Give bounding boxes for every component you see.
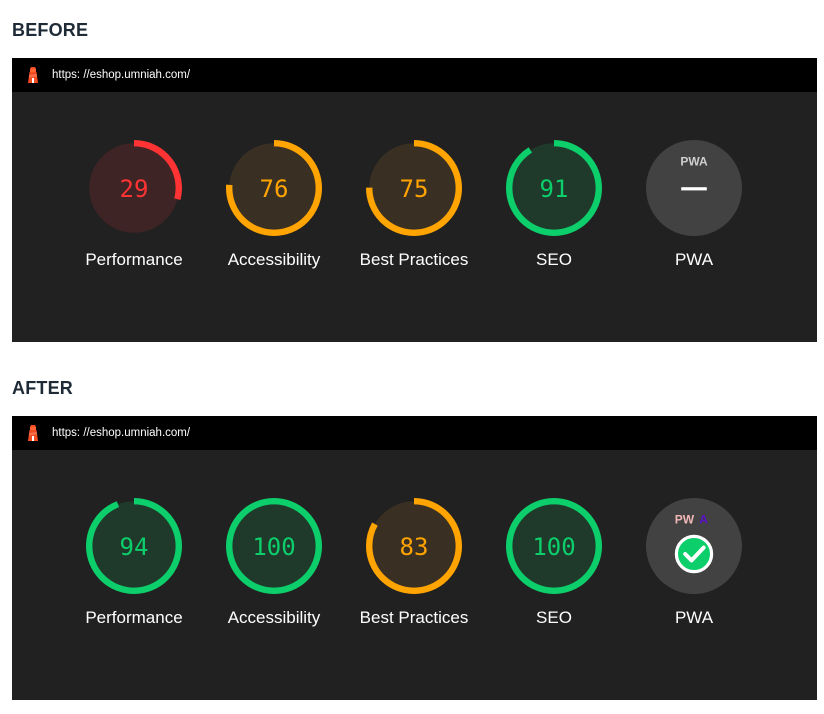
gauge-score: 29 (120, 175, 149, 203)
gauge-seo[interactable]: 100 SEO (484, 498, 624, 629)
gauge-pwa[interactable]: PWA PWA (624, 140, 764, 271)
report-url[interactable]: https: //eshop.umniah.com/ (52, 427, 191, 439)
gauge-icon: 75 (366, 140, 462, 236)
gauge-accessibility[interactable]: 100 Accessibility (204, 498, 344, 629)
gauge-label: Accessibility (227, 250, 321, 269)
gauge-row: 29 Performance 76 Accessibility 75 Best … (12, 92, 817, 342)
pwa-badge-icon: PWA (646, 140, 742, 236)
lighthouse-logo-icon (28, 425, 38, 441)
gauge-score: 83 (400, 533, 429, 561)
section-title-after: AFTER (12, 378, 73, 398)
gauge-label: PWA (674, 250, 714, 269)
gauge-score: 76 (260, 175, 289, 203)
report-url[interactable]: https: //eshop.umniah.com/ (52, 69, 191, 81)
gauge-label: Performance (85, 250, 183, 269)
gauge-row: 94 Performance 100 Accessibility 83 Best… (12, 450, 817, 700)
gauge-performance[interactable]: 94 Performance (64, 498, 204, 629)
gauge-score: 100 (252, 533, 295, 561)
checkmark-circle-icon (674, 534, 714, 574)
gauge-icon: 100 (226, 498, 322, 594)
gauge-score: 100 (532, 533, 575, 561)
gauge-best-practices[interactable]: 75 Best Practices (344, 140, 484, 271)
gauge-label: SEO (536, 250, 572, 269)
gauge-score: 75 (400, 175, 429, 203)
gauge-icon: 76 (226, 140, 322, 236)
svg-text:PW: PW (675, 513, 695, 527)
svg-text:PWA: PWA (680, 155, 708, 169)
report-after: https: //eshop.umniah.com/ 94 Performanc… (12, 416, 817, 700)
gauge-score: 94 (120, 533, 149, 561)
gauge-label: Accessibility (227, 608, 321, 627)
gauge-icon: 29 (86, 140, 182, 236)
gauge-label: SEO (536, 608, 572, 627)
gauge-label: Best Practices (359, 608, 469, 627)
gauge-accessibility[interactable]: 76 Accessibility (204, 140, 344, 271)
gauge-icon: 83 (366, 498, 462, 594)
gauge-label: PWA (674, 608, 714, 627)
gauge-icon: 94 (86, 498, 182, 594)
gauge-label: Best Practices (359, 250, 469, 269)
report-topbar: https: //eshop.umniah.com/ (12, 416, 817, 450)
section-title-before: BEFORE (12, 20, 89, 40)
gauge-seo[interactable]: 91 SEO (484, 140, 624, 271)
gauge-icon: 91 (506, 140, 602, 236)
gauge-best-practices[interactable]: 83 Best Practices (344, 498, 484, 629)
gauge-pwa[interactable]: PW A PWA (624, 498, 764, 629)
dash-icon (681, 187, 707, 191)
report-topbar: https: //eshop.umniah.com/ (12, 58, 817, 92)
gauge-label: Performance (85, 608, 183, 627)
pwa-badge-icon: PW A (646, 498, 742, 594)
gauge-icon: 100 (506, 498, 602, 594)
svg-text:A: A (699, 513, 708, 527)
lighthouse-logo-icon (28, 67, 38, 83)
gauge-performance[interactable]: 29 Performance (64, 140, 204, 271)
gauge-score: 91 (540, 175, 569, 203)
report-before: https: //eshop.umniah.com/ 29 Performanc… (12, 58, 817, 342)
